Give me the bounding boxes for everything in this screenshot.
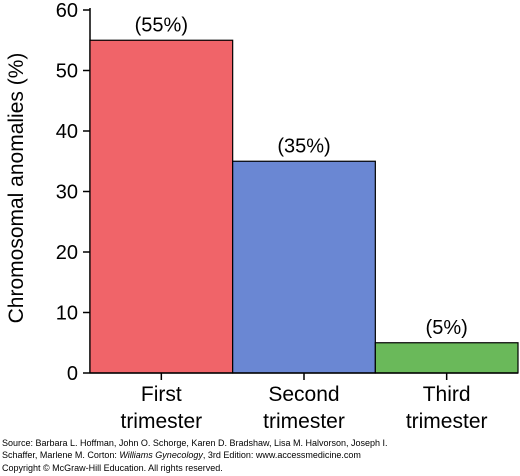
y-axis: 0 10 20 30 40 50 60 bbox=[56, 0, 91, 385]
y-tick-label: 40 bbox=[56, 121, 78, 143]
source-line-2: Schaffer, Marlene M. Corton: Williams Gy… bbox=[2, 449, 518, 461]
y-tick-label: 50 bbox=[56, 61, 78, 83]
x-tick-label: Third trimester bbox=[406, 383, 488, 433]
x-tick-label: Second trimester bbox=[263, 383, 345, 433]
source-authors: Schaffer, Marlene M. Corton: bbox=[2, 450, 120, 461]
x-axis: First trimester Second trimester Third trimes… bbox=[90, 372, 518, 433]
bar-data-label: (5%) bbox=[426, 317, 468, 339]
book-title: Williams Gynecology bbox=[119, 450, 203, 461]
bar-data-label: (55%) bbox=[135, 14, 188, 36]
bar-data-label: (35%) bbox=[277, 135, 330, 157]
source-edition: , 3rd Edition: www.accessmedicine.com bbox=[202, 450, 361, 461]
y-tick-label: 30 bbox=[56, 182, 78, 204]
y-tick-label: 60 bbox=[56, 0, 78, 22]
bars: (55%) (35%) (5%) bbox=[89, 14, 519, 374]
y-axis-label: Chromosomal anomalies (%) bbox=[5, 53, 28, 324]
bar bbox=[89, 39, 234, 374]
bar bbox=[374, 342, 519, 374]
bar bbox=[232, 160, 376, 374]
y-tick-label: 10 bbox=[56, 303, 78, 325]
x-tick-label: First trimester bbox=[120, 383, 202, 433]
copyright-line: Copyright © McGraw-Hill Education. All r… bbox=[2, 462, 223, 473]
y-tick-label: 0 bbox=[67, 363, 78, 385]
source-credit: Source: Barbara L. Hoffman, John O. Scho… bbox=[2, 437, 518, 474]
bar-chart: Chromosomal anomalies (%) 0102030405060 … bbox=[5, 0, 519, 433]
source-line-1: Source: Barbara L. Hoffman, John O. Scho… bbox=[2, 438, 388, 448]
y-tick-label: 20 bbox=[56, 242, 78, 264]
